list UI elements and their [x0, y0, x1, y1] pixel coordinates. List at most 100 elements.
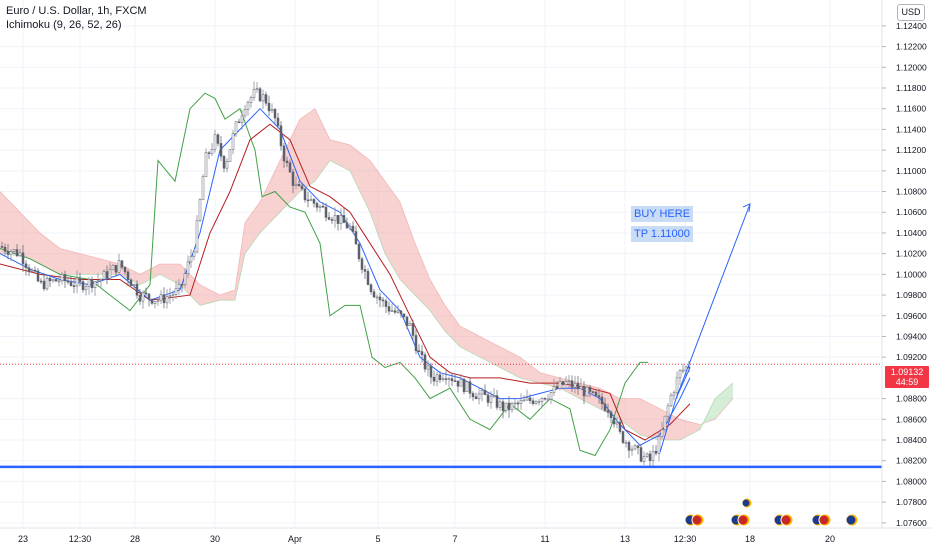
event-flag-inner-icon	[781, 515, 791, 525]
chart-grid	[0, 0, 882, 528]
candle-body	[468, 381, 472, 394]
projection-entry	[675, 367, 691, 399]
indicator-legend[interactable]: Ichimoku (9, 26, 52, 26)	[6, 19, 122, 31]
candle-body	[69, 281, 73, 286]
last-price-value: 1.09132	[890, 367, 924, 377]
candle-body	[357, 243, 361, 260]
candle-body	[639, 447, 643, 462]
candle-body	[579, 386, 583, 390]
last-price-label: 1.09132 44:59	[885, 366, 929, 388]
candle-body	[354, 231, 358, 245]
candle-body	[603, 403, 607, 411]
candle-body	[72, 285, 76, 287]
candle-body	[249, 97, 253, 103]
time-tick: 12:30	[69, 534, 92, 544]
candle-body	[552, 386, 556, 393]
candle-body	[60, 274, 64, 282]
candle-body	[492, 395, 496, 397]
candle-body	[366, 271, 370, 285]
candle-body	[666, 405, 670, 417]
candle-body	[513, 402, 517, 405]
symbol-title[interactable]: Euro / U.S. Dollar, 1h, FXCM	[6, 5, 147, 17]
price-tick: 1.10200	[896, 249, 927, 259]
price-tick: 1.08600	[896, 414, 927, 424]
candle-body	[417, 350, 421, 353]
candle-body	[582, 386, 586, 397]
candle-body	[447, 378, 451, 380]
cloud-segment	[640, 398, 660, 440]
candle-body	[591, 391, 595, 393]
price-tick: 1.11600	[896, 104, 926, 114]
currency-button[interactable]: USD	[897, 4, 925, 21]
candle-body	[120, 260, 124, 268]
cloud-segment	[315, 108, 330, 182]
candle-body	[678, 370, 682, 379]
candle-body	[171, 294, 175, 296]
candle-body	[333, 215, 337, 221]
candle-body	[402, 313, 406, 317]
tp-note[interactable]: TP 1.11000	[631, 226, 693, 242]
candle-body	[117, 260, 121, 273]
candle-body	[480, 389, 484, 395]
cloud-segment	[715, 383, 733, 420]
candle-body	[390, 310, 394, 312]
candle-body	[531, 400, 535, 404]
candle-body	[81, 281, 85, 291]
candle-body	[510, 403, 514, 411]
price-tick: 1.09400	[896, 331, 927, 341]
event-flag-inner-icon	[846, 515, 856, 525]
candle-body	[276, 117, 280, 126]
candle-body	[321, 205, 325, 208]
candle-body	[564, 381, 568, 385]
candle-body	[630, 448, 634, 451]
price-tick: 1.10000	[896, 269, 927, 279]
candle-body	[405, 316, 409, 326]
time-tick: 7	[452, 534, 457, 544]
price-tick: 1.08800	[896, 394, 927, 404]
candle-body	[408, 323, 412, 326]
candle-body	[273, 108, 277, 119]
candle-body	[606, 410, 610, 413]
candle-body	[399, 310, 403, 315]
candle-body	[129, 279, 133, 286]
cloud-segment	[245, 201, 260, 254]
candle-body	[216, 134, 220, 144]
candle-body	[219, 143, 223, 157]
candle-body	[444, 378, 448, 380]
candle-body	[537, 401, 541, 403]
candle-body	[162, 294, 166, 304]
candle-body	[150, 298, 154, 304]
candle-body	[183, 273, 187, 285]
candle-body	[300, 185, 304, 190]
time-tick: 12:30	[674, 534, 697, 544]
drawings[interactable]	[0, 203, 882, 469]
economic-events[interactable]	[684, 497, 859, 527]
candle-body	[570, 380, 574, 388]
candle-body	[282, 145, 286, 162]
candle-body	[474, 396, 478, 400]
price-axis-bg	[882, 0, 932, 550]
candle-body	[75, 277, 79, 287]
candle-body	[66, 280, 70, 283]
price-tick: 1.09200	[896, 352, 927, 362]
price-tick: 1.09600	[896, 311, 927, 321]
time-tick: 28	[130, 534, 140, 544]
candle-body	[351, 225, 355, 232]
candle-body	[342, 215, 346, 224]
buy-note[interactable]: BUY HERE	[631, 206, 694, 222]
time-tick: 5	[375, 534, 380, 544]
time-axis: 23 12:30 28 30 Apr 5 7 11 13 12:30 18 20	[0, 527, 932, 550]
candle-body	[375, 296, 379, 299]
bar-countdown: 44:59	[895, 377, 919, 387]
candle-body	[318, 205, 322, 208]
candle-body	[306, 199, 310, 202]
candle-body	[36, 270, 40, 282]
candle-body	[39, 280, 43, 283]
candle-body	[387, 306, 391, 312]
cloud-segment	[330, 139, 350, 171]
candle-body	[378, 296, 382, 301]
senkou-a-line	[0, 108, 734, 425]
price-tick: 1.08000	[896, 476, 927, 486]
candle-body	[198, 199, 202, 221]
